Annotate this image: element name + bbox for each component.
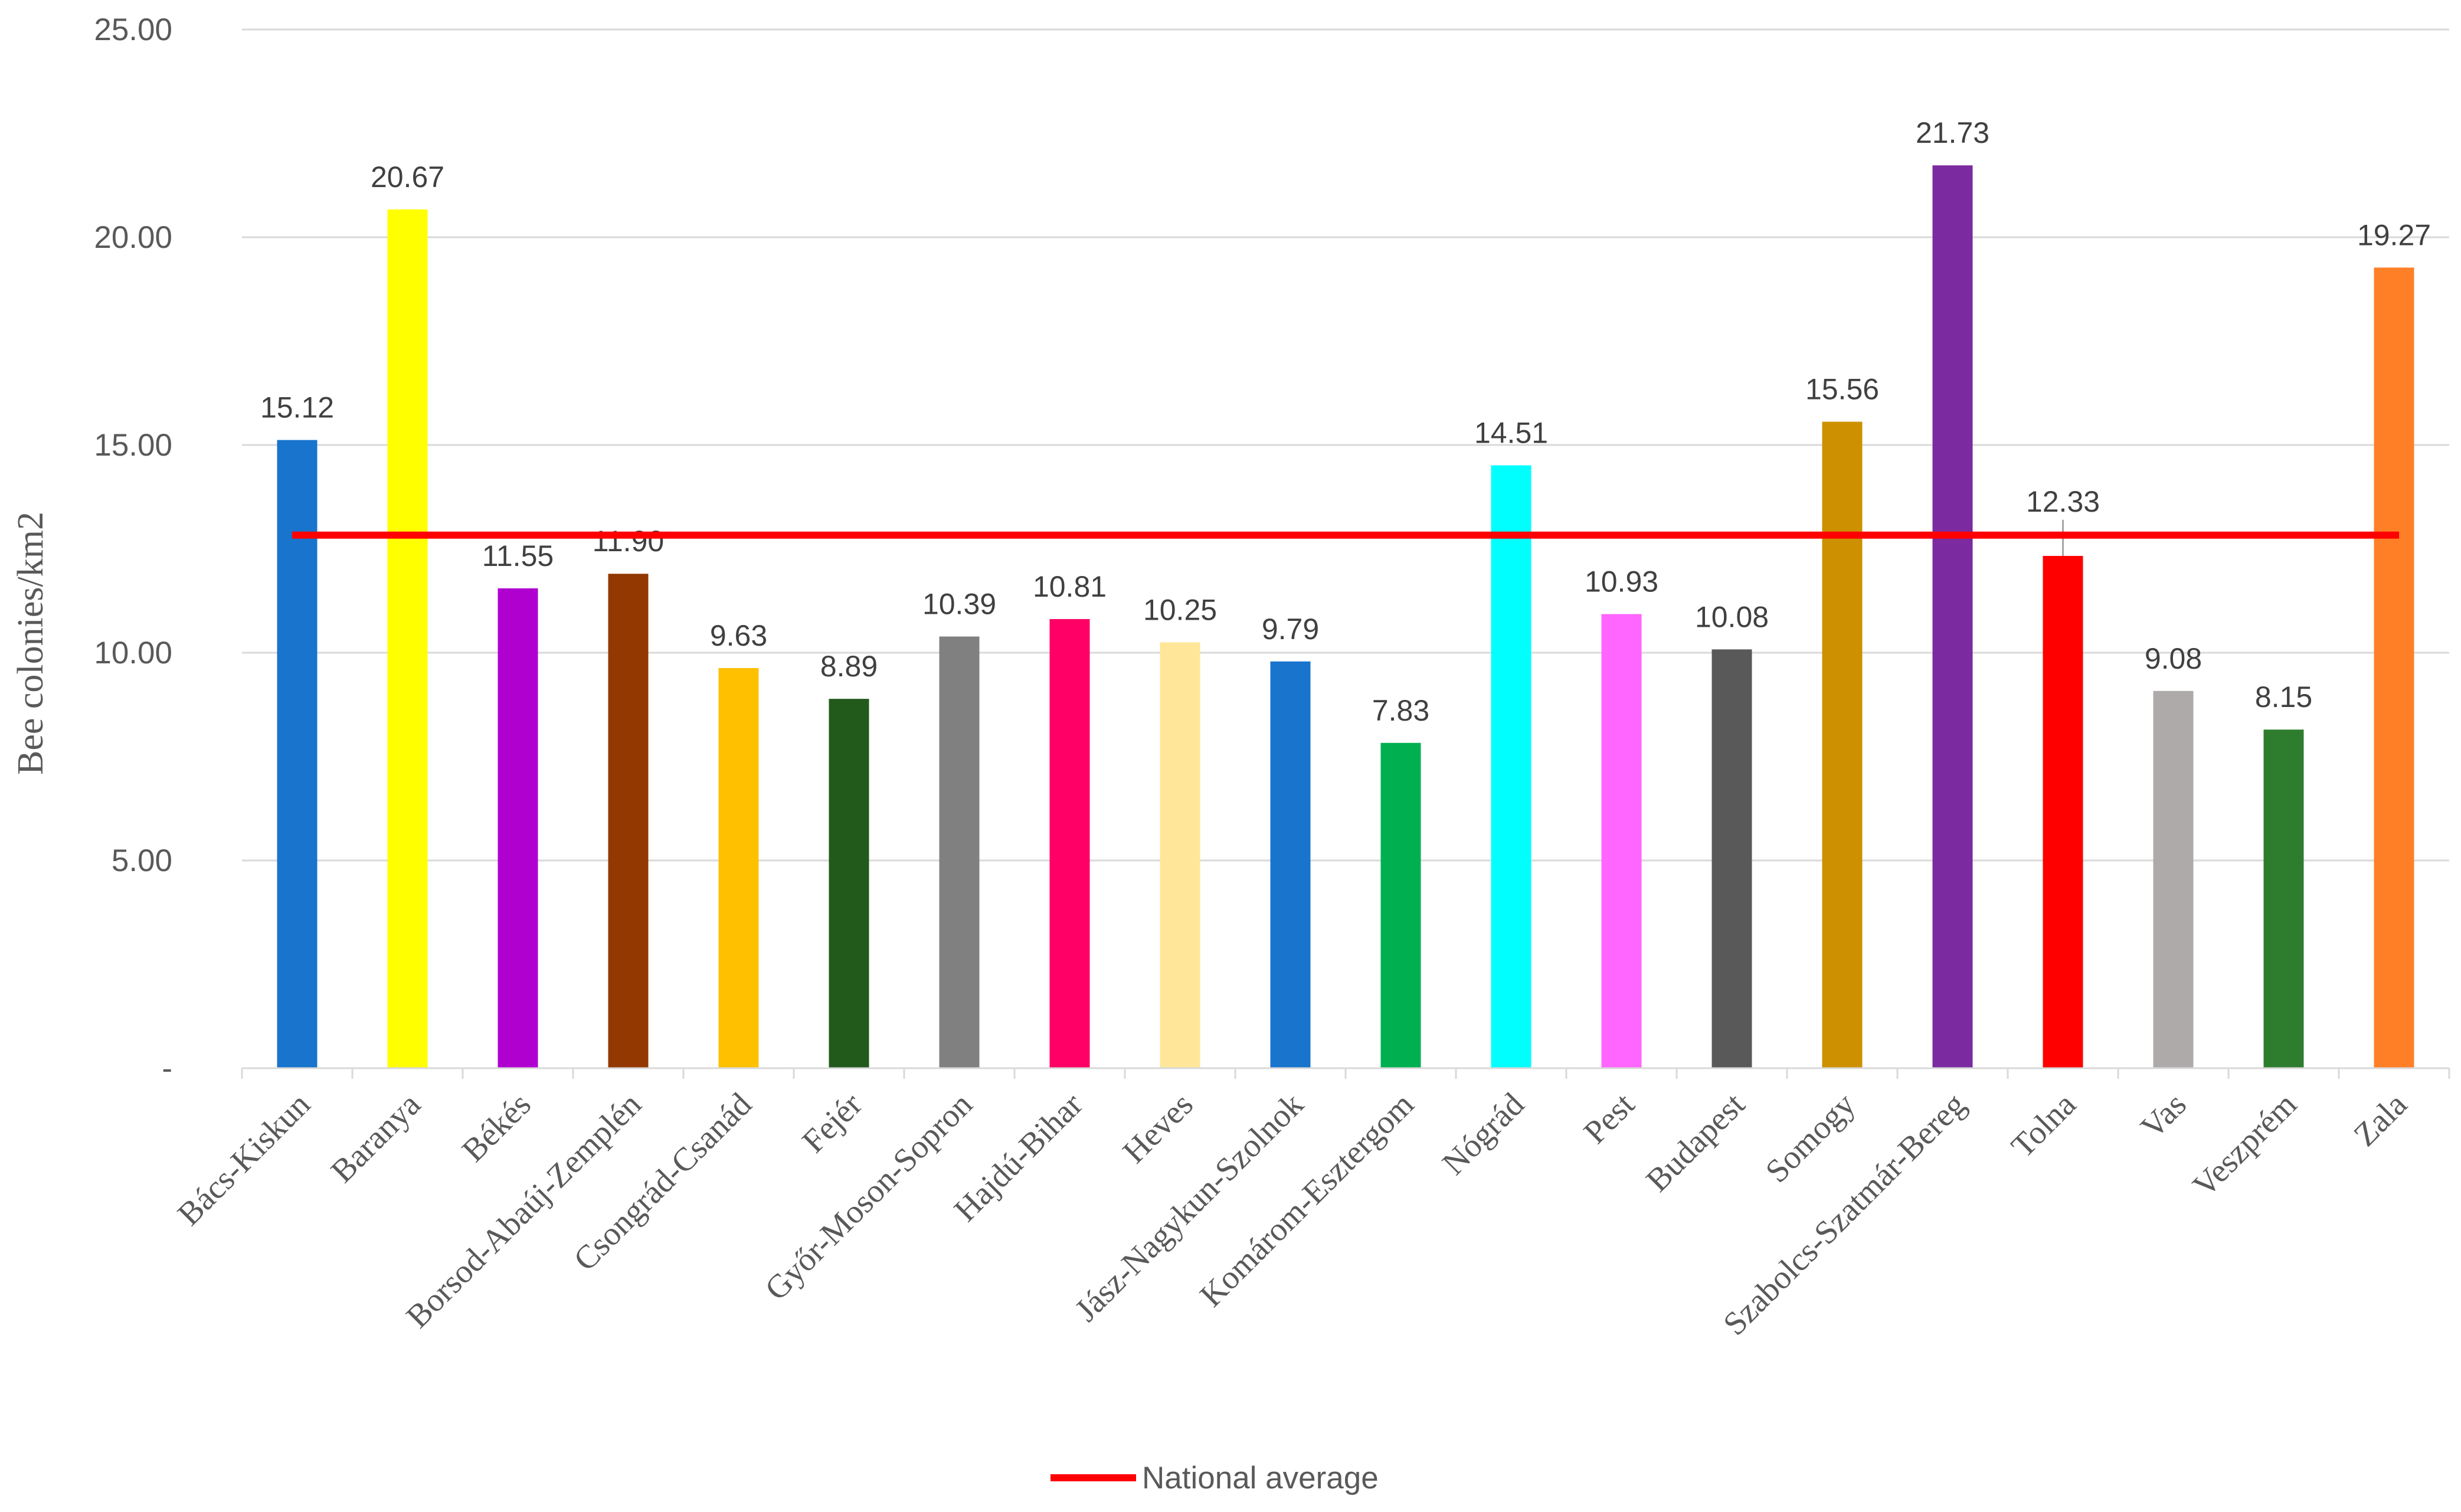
- bar-8: [1160, 642, 1200, 1068]
- x-tick-label-12: Pest: [1577, 1086, 1642, 1151]
- x-tick-label-10: Komárom-Esztergom: [1193, 1086, 1421, 1314]
- bar-6: [939, 636, 980, 1068]
- x-tick-label-18: Veszprém: [2186, 1086, 2304, 1204]
- y-axis-ticks: - 5.00 10.00 15.00 20.00 25.00: [94, 12, 172, 1086]
- bar-9: [1270, 661, 1311, 1068]
- bar-16: [2043, 555, 2083, 1068]
- bar-18: [2263, 729, 2304, 1068]
- data-label-6: 10.39: [922, 588, 996, 621]
- data-label-1: 20.67: [371, 161, 444, 194]
- data-label-4: 9.63: [710, 619, 767, 652]
- y-tick-label-5: 25.00: [94, 12, 172, 47]
- x-tick-label-6: Győr-Moson-Sopron: [758, 1086, 979, 1307]
- bar-3: [608, 574, 649, 1068]
- bar-10: [1380, 742, 1421, 1068]
- bar-0: [277, 440, 318, 1068]
- data-label-7: 10.81: [1033, 570, 1107, 603]
- y-tick-label-0: -: [162, 1051, 172, 1086]
- x-tick-label-14: Somogy: [1759, 1086, 1863, 1190]
- x-tick-label-13: Budapest: [1639, 1086, 1752, 1199]
- x-tick-label-19: Zala: [2347, 1086, 2414, 1153]
- x-tick-label-8: Heves: [1116, 1086, 1200, 1170]
- data-label-3: 11.90: [593, 525, 664, 558]
- data-label-8: 10.25: [1143, 593, 1217, 626]
- data-label-0: 15.12: [260, 391, 334, 424]
- bar-19: [2374, 267, 2414, 1069]
- x-axis-tick-labels: Bács-Kiskun Baranya BékésBorsod-Abaúj-Zemp…: [171, 1086, 2414, 1343]
- legend: National average: [1050, 1461, 1379, 1495]
- data-label-11: 14.51: [1474, 416, 1548, 449]
- bar-5: [829, 699, 869, 1068]
- bars: [277, 165, 2414, 1069]
- x-tick-label-0: Bács-Kiskun: [171, 1086, 317, 1232]
- data-label-10: 7.83: [1372, 694, 1429, 727]
- data-labels: 15.12 20.67 11.55 11.90 9.63 8.89 10.39 10.81 10…: [260, 116, 2431, 727]
- y-tick-label-3: 15.00: [94, 428, 172, 463]
- data-label-5: 8.89: [820, 650, 878, 683]
- data-label-13: 10.08: [1695, 600, 1769, 633]
- bar-11: [1491, 465, 1531, 1068]
- data-label-18: 8.15: [2255, 680, 2312, 714]
- x-tick-label-16: Tolna: [2004, 1086, 2083, 1165]
- x-tick-label-5: Fejér: [795, 1086, 869, 1160]
- y-axis-label: Bee colonies/km2: [11, 512, 51, 775]
- gridlines: [242, 28, 2449, 862]
- data-label-2: 11.55: [482, 539, 554, 572]
- data-label-19: 19.27: [2357, 218, 2431, 251]
- x-tick-label-2: Békés: [455, 1086, 538, 1169]
- bar-2: [498, 588, 538, 1068]
- y-tick-label-4: 20.00: [94, 220, 172, 255]
- x-axis: [241, 1067, 2450, 1079]
- bar-12: [1601, 614, 1642, 1068]
- data-label-12: 10.93: [1585, 565, 1658, 598]
- data-label-15: 21.73: [1916, 116, 1989, 149]
- bar-13: [1711, 649, 1752, 1068]
- data-label-14: 15.56: [1805, 373, 1879, 406]
- bar-14: [1822, 421, 1863, 1069]
- bar-1: [387, 209, 428, 1068]
- bar-7: [1049, 618, 1090, 1068]
- y-tick-label-1: 5.00: [112, 843, 172, 878]
- bar-15: [1932, 165, 1973, 1068]
- bar-4: [718, 668, 759, 1068]
- data-label-9: 9.79: [1262, 613, 1319, 646]
- x-tick-label-11: Nógrád: [1435, 1086, 1531, 1182]
- y-tick-label-2: 10.00: [94, 636, 172, 670]
- bar-17: [2153, 690, 2194, 1068]
- x-tick-label-17: Vas: [2134, 1086, 2194, 1146]
- data-label-16: 12.33: [2026, 485, 2100, 518]
- data-label-17: 9.08: [2145, 642, 2202, 675]
- legend-label-national-average: National average: [1142, 1461, 1379, 1495]
- x-tick-label-1: Baranya: [324, 1086, 428, 1190]
